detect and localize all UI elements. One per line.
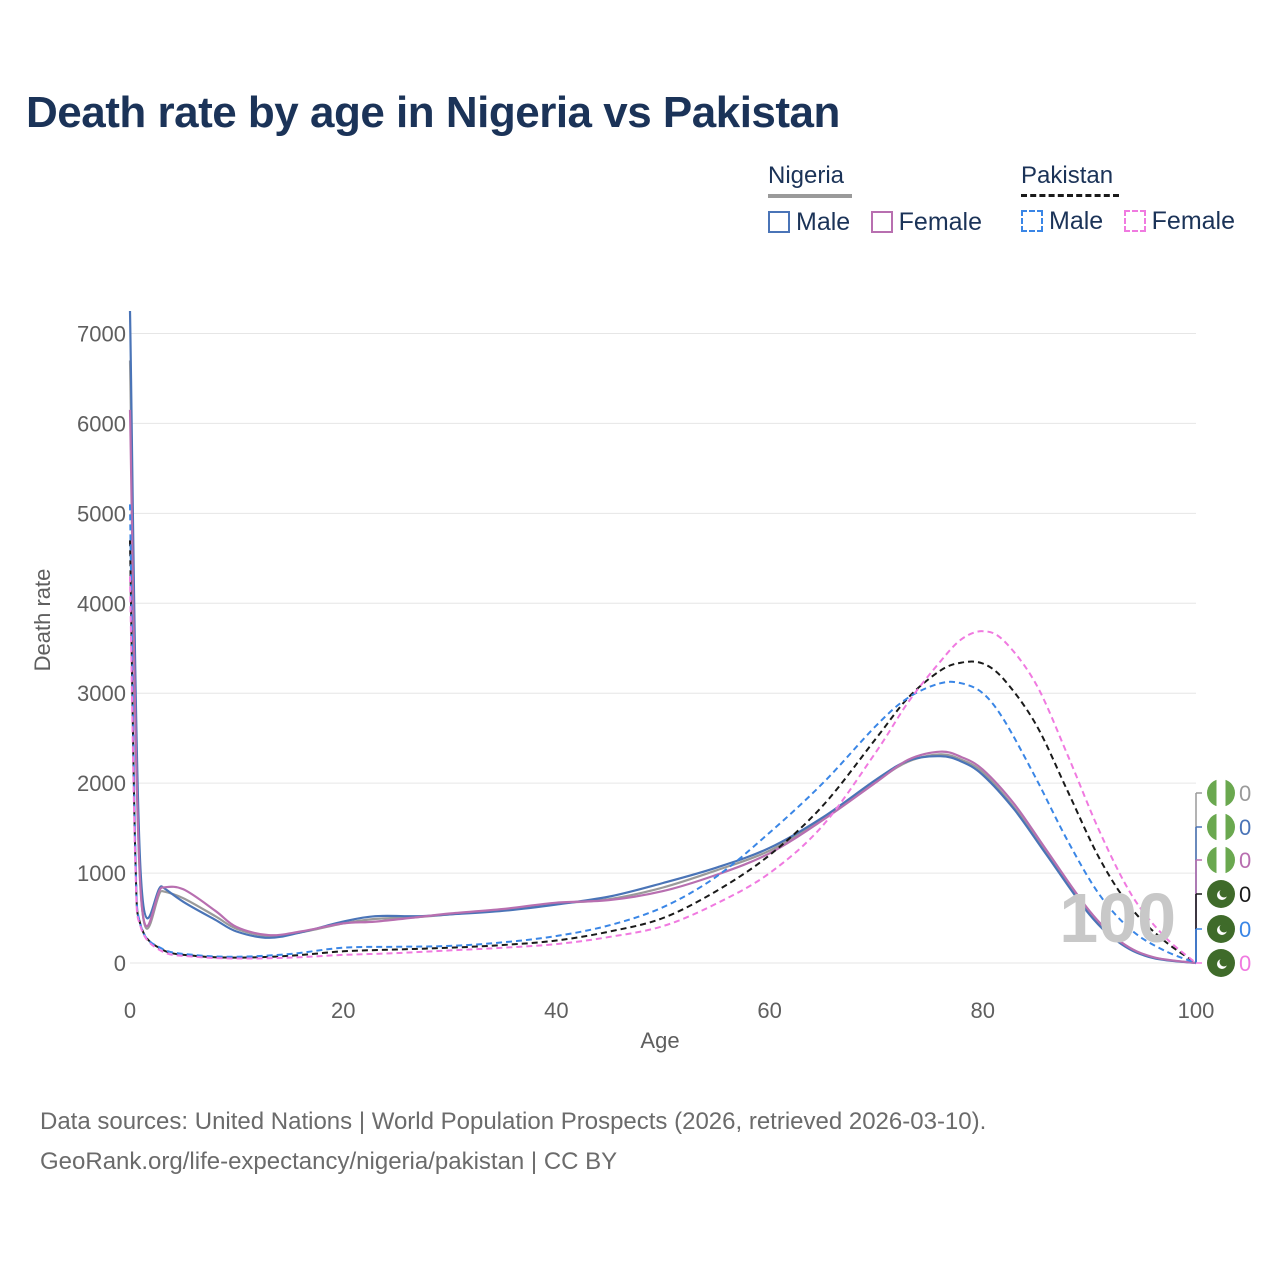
x-tick-label: 80 bbox=[971, 998, 995, 1023]
end-value-label: 0 bbox=[1239, 848, 1251, 873]
y-tick-label: 7000 bbox=[77, 321, 126, 346]
legend-group-line bbox=[768, 194, 852, 198]
end-value-label: 0 bbox=[1239, 815, 1251, 840]
y-tick-label: 1000 bbox=[77, 861, 126, 886]
end-value-label: 0 bbox=[1239, 882, 1251, 907]
pakistan-flag-icon bbox=[1207, 915, 1235, 943]
x-tick-label: 20 bbox=[331, 998, 355, 1023]
legend-group-line bbox=[1021, 194, 1119, 197]
legend-swatch bbox=[1123, 210, 1146, 232]
series-line-nigeria-female[interactable] bbox=[128, 409, 1197, 965]
y-tick-label: 3000 bbox=[77, 681, 126, 706]
y-tick-label: 4000 bbox=[77, 591, 126, 616]
x-tick-label: 0 bbox=[124, 998, 136, 1023]
nigeria-flag-icon bbox=[1207, 779, 1235, 807]
series-line-nigeria-male[interactable] bbox=[128, 310, 1197, 965]
y-tick-label: 5000 bbox=[77, 501, 126, 526]
legend-item-pakistan-female[interactable]: Female bbox=[1123, 207, 1235, 236]
footer-url[interactable]: GeoRank.org/life-expectancy/nigeria/paki… bbox=[40, 1148, 618, 1175]
series-layer bbox=[128, 310, 1197, 965]
end-value-label: 0 bbox=[1239, 951, 1251, 976]
pakistan-flag-icon bbox=[1207, 949, 1235, 977]
nigeria-flag-icon bbox=[1207, 846, 1235, 874]
legend-swatch bbox=[768, 211, 790, 233]
y-axis-title: Death rate bbox=[30, 569, 55, 672]
series-line-pakistan-female[interactable] bbox=[129, 576, 1197, 964]
x-axis-title: Age bbox=[640, 1028, 679, 1053]
current-age-label: 100 bbox=[1059, 879, 1176, 957]
axes: 0 1000 2000 3000 4000 5000 6000 7000 0 20 40 60 80 10… bbox=[30, 321, 1214, 1053]
legend-group-nigeria: Nigeria Male Female bbox=[768, 162, 998, 237]
x-tick-label: 100 bbox=[1178, 998, 1215, 1023]
legend-group-name: Pakistan bbox=[1021, 162, 1114, 189]
end-markers: 0 0 0 0 0 0 bbox=[1195, 779, 1251, 977]
chart-title: Death rate by age in Nigeria vs Pakistan bbox=[26, 88, 840, 137]
footer-sources: Data sources: United Nations | World Pop… bbox=[40, 1108, 987, 1135]
legend-item-nigeria-male[interactable]: Male bbox=[768, 208, 850, 237]
end-value-label: 0 bbox=[1239, 917, 1251, 942]
pakistan-flag-icon bbox=[1207, 880, 1235, 908]
legend-swatch bbox=[870, 211, 893, 233]
legend-swatch bbox=[1021, 210, 1043, 232]
y-tick-label: 2000 bbox=[77, 771, 126, 796]
legend-item-pakistan-male[interactable]: Male bbox=[1021, 207, 1103, 236]
series-line-pakistan-male[interactable] bbox=[129, 504, 1197, 964]
legend-group-pakistan: Pakistan Male Female bbox=[1021, 162, 1251, 236]
y-tick-label: 6000 bbox=[77, 411, 126, 436]
x-tick-label: 40 bbox=[544, 998, 568, 1023]
x-tick-label: 60 bbox=[757, 998, 781, 1023]
y-tick-label: 0 bbox=[114, 951, 126, 976]
legend-item-nigeria-female[interactable]: Female bbox=[870, 208, 982, 237]
legend-group-name: Nigeria bbox=[768, 162, 845, 189]
end-value-label: 0 bbox=[1239, 781, 1251, 806]
grid bbox=[130, 332, 1196, 964]
nigeria-flag-icon bbox=[1207, 813, 1235, 841]
